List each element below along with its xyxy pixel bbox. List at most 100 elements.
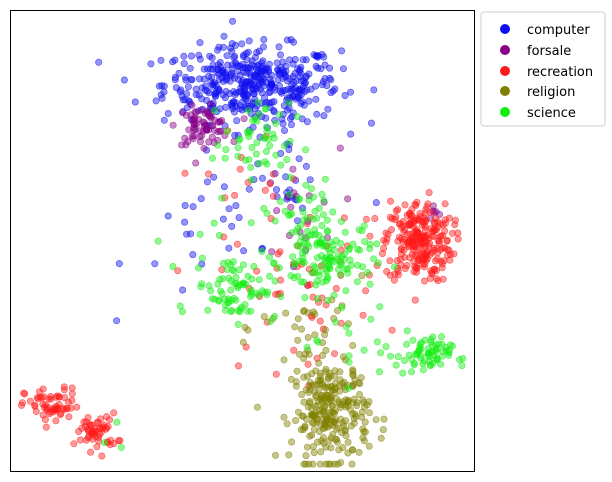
point-computer (225, 205, 233, 213)
point-science (319, 235, 327, 243)
point-science (265, 272, 273, 280)
point-computer (247, 72, 255, 80)
point-forsale (184, 138, 192, 146)
point-computer (263, 64, 271, 72)
point-science (113, 418, 121, 426)
point-science (260, 134, 268, 142)
point-recreation (233, 240, 241, 248)
point-computer (243, 78, 251, 86)
point-computer (298, 204, 306, 212)
point-religion (301, 350, 309, 358)
point-religion (295, 350, 303, 358)
point-computer (180, 60, 188, 68)
point-computer (242, 49, 250, 57)
point-recreation (85, 432, 93, 440)
point-religion (315, 380, 323, 388)
point-computer (307, 85, 315, 93)
point-science (271, 217, 279, 225)
point-science (319, 278, 327, 286)
point-computer (240, 247, 248, 255)
point-recreation (425, 189, 433, 197)
point-recreation (386, 197, 394, 205)
point-science (222, 146, 230, 154)
point-computer (347, 88, 355, 96)
point-recreation (394, 206, 402, 214)
point-computer (245, 185, 253, 193)
point-religion (306, 399, 314, 407)
point-science (346, 256, 354, 264)
point-science (382, 343, 390, 351)
series-forsale (169, 100, 443, 289)
point-computer (249, 85, 257, 93)
point-computer (214, 46, 222, 54)
point-religion (321, 383, 329, 391)
point-science (410, 359, 418, 367)
point-recreation (441, 244, 449, 252)
point-computer (213, 69, 221, 77)
point-science (293, 242, 301, 250)
point-science (427, 336, 435, 344)
point-science (195, 264, 203, 272)
point-forsale (205, 138, 213, 146)
point-science (244, 272, 252, 280)
point-computer (201, 86, 209, 94)
point-computer (299, 56, 307, 64)
point-recreation (454, 235, 462, 243)
point-computer (220, 32, 228, 40)
point-science (271, 312, 279, 320)
point-religion (309, 443, 317, 451)
point-recreation (424, 200, 432, 208)
point-recreation (316, 317, 324, 325)
point-computer (203, 178, 211, 186)
point-computer (320, 112, 328, 120)
point-science (277, 161, 285, 169)
point-computer (372, 199, 380, 207)
point-science (437, 333, 445, 341)
point-science (218, 194, 226, 202)
point-religion (347, 422, 355, 430)
point-recreation (82, 436, 90, 444)
point-science (255, 159, 263, 167)
point-forsale (285, 232, 293, 240)
point-science (241, 301, 249, 309)
point-computer (225, 244, 233, 252)
legend-label-computer: computer (527, 23, 590, 38)
point-computer (178, 92, 186, 100)
point-science (221, 154, 229, 162)
point-computer (258, 174, 266, 182)
point-science (169, 262, 177, 270)
point-recreation (174, 267, 182, 275)
point-computer (232, 202, 240, 210)
point-science (302, 146, 310, 154)
point-recreation (115, 437, 123, 445)
point-computer (305, 97, 313, 105)
point-computer (222, 71, 230, 79)
point-science (263, 209, 271, 217)
point-science (356, 246, 364, 254)
point-computer (155, 82, 163, 90)
point-recreation (231, 191, 239, 199)
point-religion (300, 460, 308, 468)
point-forsale (211, 116, 219, 124)
point-computer (209, 61, 217, 69)
point-forsale (192, 108, 200, 116)
point-religion (332, 425, 340, 433)
point-science (224, 299, 232, 307)
point-religion (244, 326, 252, 334)
point-science (205, 282, 213, 290)
point-forsale (240, 115, 248, 123)
point-science (437, 360, 445, 368)
point-computer (120, 76, 128, 84)
point-science (297, 232, 305, 240)
point-recreation (332, 284, 340, 292)
point-recreation (41, 416, 49, 424)
point-recreation (94, 418, 102, 426)
point-recreation (17, 401, 25, 409)
point-computer (257, 68, 265, 76)
point-science (309, 215, 317, 223)
point-computer (228, 61, 236, 69)
point-computer (236, 62, 244, 70)
point-science (354, 261, 362, 269)
point-computer (206, 52, 214, 60)
point-recreation (432, 214, 440, 222)
